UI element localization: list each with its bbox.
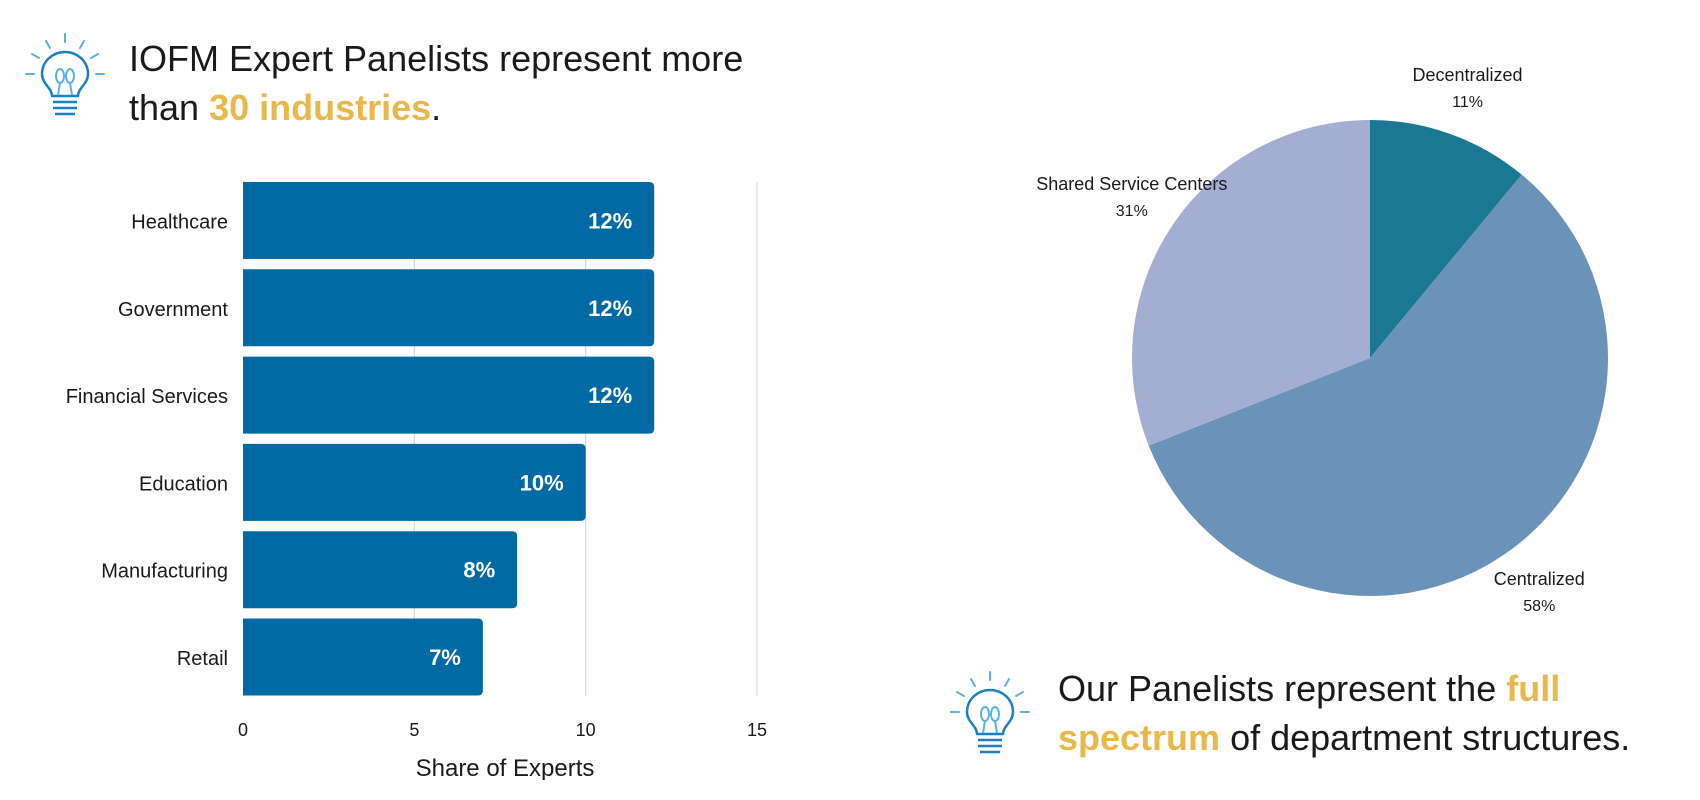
pie-label: Shared Service Centers [1036, 174, 1227, 194]
category-label: Retail [177, 648, 228, 670]
x-tick-label: 5 [409, 720, 419, 740]
x-tick-label: 0 [238, 720, 248, 740]
pie-value-label: 11% [1452, 94, 1483, 111]
data-label: 12% [588, 296, 632, 321]
department-structure-pie-chart: Decentralized 11% Centralized 58% Shared Ser… [1036, 65, 1608, 615]
bar [243, 443, 586, 521]
bar [243, 356, 655, 434]
category-label: Government [118, 299, 228, 321]
x-tick-label: 15 [747, 720, 767, 740]
bar [243, 531, 518, 609]
category-label: Healthcare [131, 212, 228, 234]
bar [243, 269, 655, 347]
data-label: 10% [520, 470, 564, 495]
pie-slice [1370, 120, 1522, 358]
bar [243, 618, 483, 696]
x-axis-title: Share of Experts [416, 755, 595, 780]
lightbulb-icon [950, 671, 1030, 754]
headline-department-structures: Our Panelists represent the full spectru… [1058, 668, 1631, 758]
industry-bar-chart: Healthcare Government Financial Services Ed… [66, 182, 767, 780]
data-label: 7% [429, 645, 461, 670]
category-label: Education [139, 473, 228, 495]
data-label: 12% [588, 209, 632, 234]
lightbulb-icon [25, 33, 105, 116]
pie-slice [1132, 120, 1370, 446]
pie-label: Decentralized [1413, 65, 1523, 85]
pie-value-label: 31% [1116, 203, 1148, 220]
x-tick-label: 10 [576, 720, 596, 740]
bar [243, 182, 655, 259]
data-label: 8% [463, 558, 495, 583]
category-label: Financial Services [66, 386, 228, 408]
data-label: 12% [588, 383, 632, 408]
category-label: Manufacturing [101, 561, 228, 583]
pie-value-label: 58% [1523, 598, 1555, 615]
pie-label: Centralized [1494, 569, 1585, 589]
pie-slice [1148, 174, 1608, 596]
headline-industries: IOFM Expert Panelists represent more tha… [129, 38, 744, 128]
